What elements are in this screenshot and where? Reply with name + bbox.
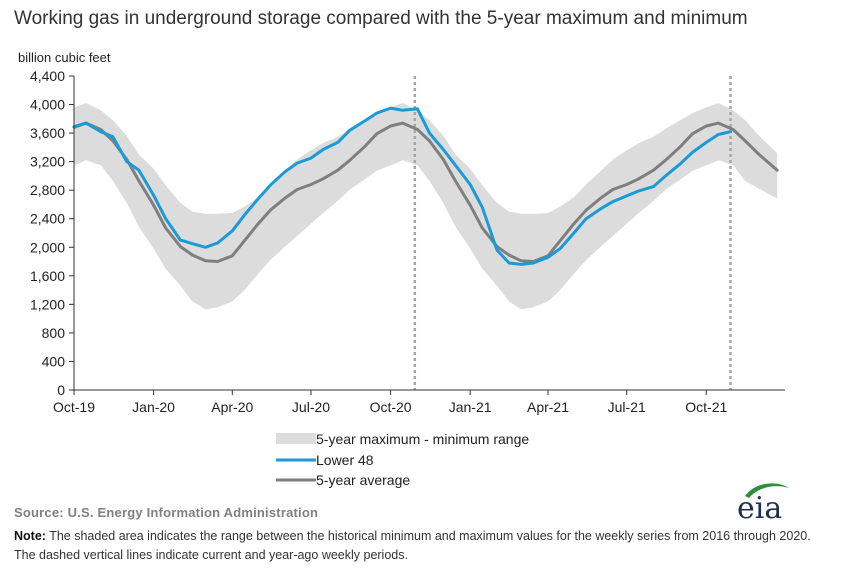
x-tick-label: Oct-21: [685, 399, 727, 415]
range-band: [74, 103, 778, 310]
x-tick-label: Apr-21: [527, 399, 569, 415]
legend-label-average: 5-year average: [316, 472, 410, 488]
y-tick-label: 3,600: [30, 125, 65, 141]
x-tick-label: Jan-21: [449, 399, 492, 415]
x-tick-label: Oct-19: [53, 399, 95, 415]
y-tick-label: 400: [42, 353, 66, 369]
legend-swatch-range: [276, 433, 316, 444]
x-tick-label: Jan-20: [132, 399, 175, 415]
y-tick-label: 2,400: [30, 211, 65, 227]
axes-layer: 0 400 800 1,200 1,600 2,000 2,400 2,800 3,200 3,6…: [30, 68, 785, 415]
y-axis-label: billion cubic feet: [18, 50, 111, 65]
x-tick-label: Oct-20: [370, 399, 412, 415]
y-tick-label: 0: [57, 382, 65, 398]
y-tick-label: 1,200: [30, 296, 65, 312]
x-tick-label: Jul-20: [292, 399, 330, 415]
chart-title: Working gas in underground storage compa…: [14, 8, 748, 29]
note-body: The shaded area indicates the range betw…: [14, 529, 811, 562]
storage-chart: 0 400 800 1,200 1,600 2,000 2,400 2,800 3,200 3,6…: [30, 68, 785, 488]
legend-label-lower-48: Lower 48: [316, 452, 374, 468]
y-tick-label: 4,000: [30, 97, 65, 113]
logo-swoosh-icon: [745, 483, 789, 498]
note-text: Note: The shaded area indicates the rang…: [14, 527, 834, 565]
y-tick-label: 800: [42, 325, 66, 341]
dashed-lines-layer: [413, 76, 732, 390]
source-text: Source: U.S. Energy Information Administ…: [14, 505, 319, 520]
series-5-year-average: [72, 121, 779, 263]
y-tick-label: 3,200: [30, 154, 65, 170]
y-tick-label: 2,000: [30, 239, 65, 255]
x-tick-label: Jul-21: [608, 399, 646, 415]
y-tick-label: 2,800: [30, 182, 65, 198]
y-tick-label: 1,600: [30, 268, 65, 284]
legend: 5-year maximum - minimum range Lower 48 5-…: [276, 431, 529, 488]
y-tick-label: 4,400: [30, 68, 65, 84]
range-band-layer: [74, 103, 778, 310]
x-tick-label: Apr-20: [211, 399, 253, 415]
legend-label-range: 5-year maximum - minimum range: [316, 431, 529, 447]
eia-logo: eia: [737, 483, 789, 524]
series-lower-48: [72, 106, 732, 266]
series-layer: [72, 106, 779, 266]
logo-wordmark: eia: [737, 491, 782, 524]
note-label: Note:: [14, 529, 46, 543]
